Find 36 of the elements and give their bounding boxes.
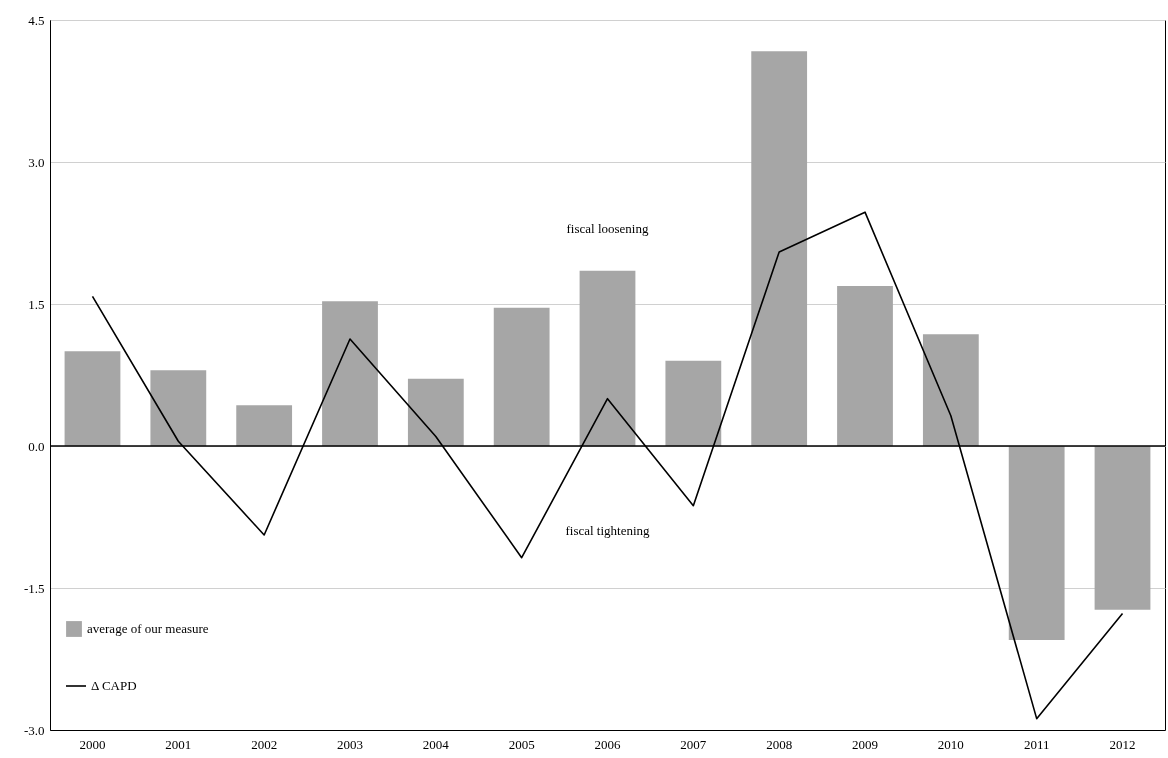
- legend-label: average of our measure: [87, 621, 209, 636]
- annotation: fiscal loosening: [566, 221, 649, 237]
- bar: [236, 405, 293, 446]
- y-tick-label: 0.0: [28, 438, 45, 454]
- y-tick-label: 3.0: [28, 154, 45, 170]
- bar: [64, 351, 121, 446]
- x-tick-label: 2009: [852, 736, 879, 752]
- bar: [493, 307, 550, 446]
- x-tick-label: 2006: [594, 736, 621, 752]
- y-tick-label: 1.5: [28, 296, 45, 312]
- y-tick-label: -3.0: [23, 722, 45, 738]
- bar: [837, 286, 893, 446]
- legend-label: Δ CAPD: [91, 678, 137, 693]
- bar: [665, 360, 722, 446]
- bar: [751, 51, 808, 446]
- y-tick-label: 4.5: [28, 12, 45, 28]
- bar: [150, 370, 207, 446]
- x-tick-label: 2004: [422, 736, 450, 752]
- x-tick-label: 2008: [766, 736, 793, 752]
- x-tick-label: 2001: [165, 736, 192, 752]
- bar: [407, 378, 464, 446]
- x-tick-label: 2011: [1023, 736, 1050, 752]
- x-tick-label: 2012: [1109, 736, 1136, 752]
- bar: [922, 334, 979, 446]
- bar: [1094, 446, 1151, 610]
- bar: [1008, 446, 1065, 641]
- x-tick-label: 2002: [251, 736, 278, 752]
- bar: [579, 270, 636, 446]
- bar: [322, 301, 378, 446]
- x-tick-label: 2010: [937, 736, 964, 752]
- x-tick-label: 2000: [79, 736, 106, 752]
- x-tick-label: 2005: [508, 736, 535, 752]
- x-tick-label: 2003: [336, 736, 363, 752]
- y-tick-label: -1.5: [23, 580, 45, 596]
- x-tick-label: 2007: [680, 736, 707, 752]
- annotation: fiscal tightening: [565, 523, 651, 539]
